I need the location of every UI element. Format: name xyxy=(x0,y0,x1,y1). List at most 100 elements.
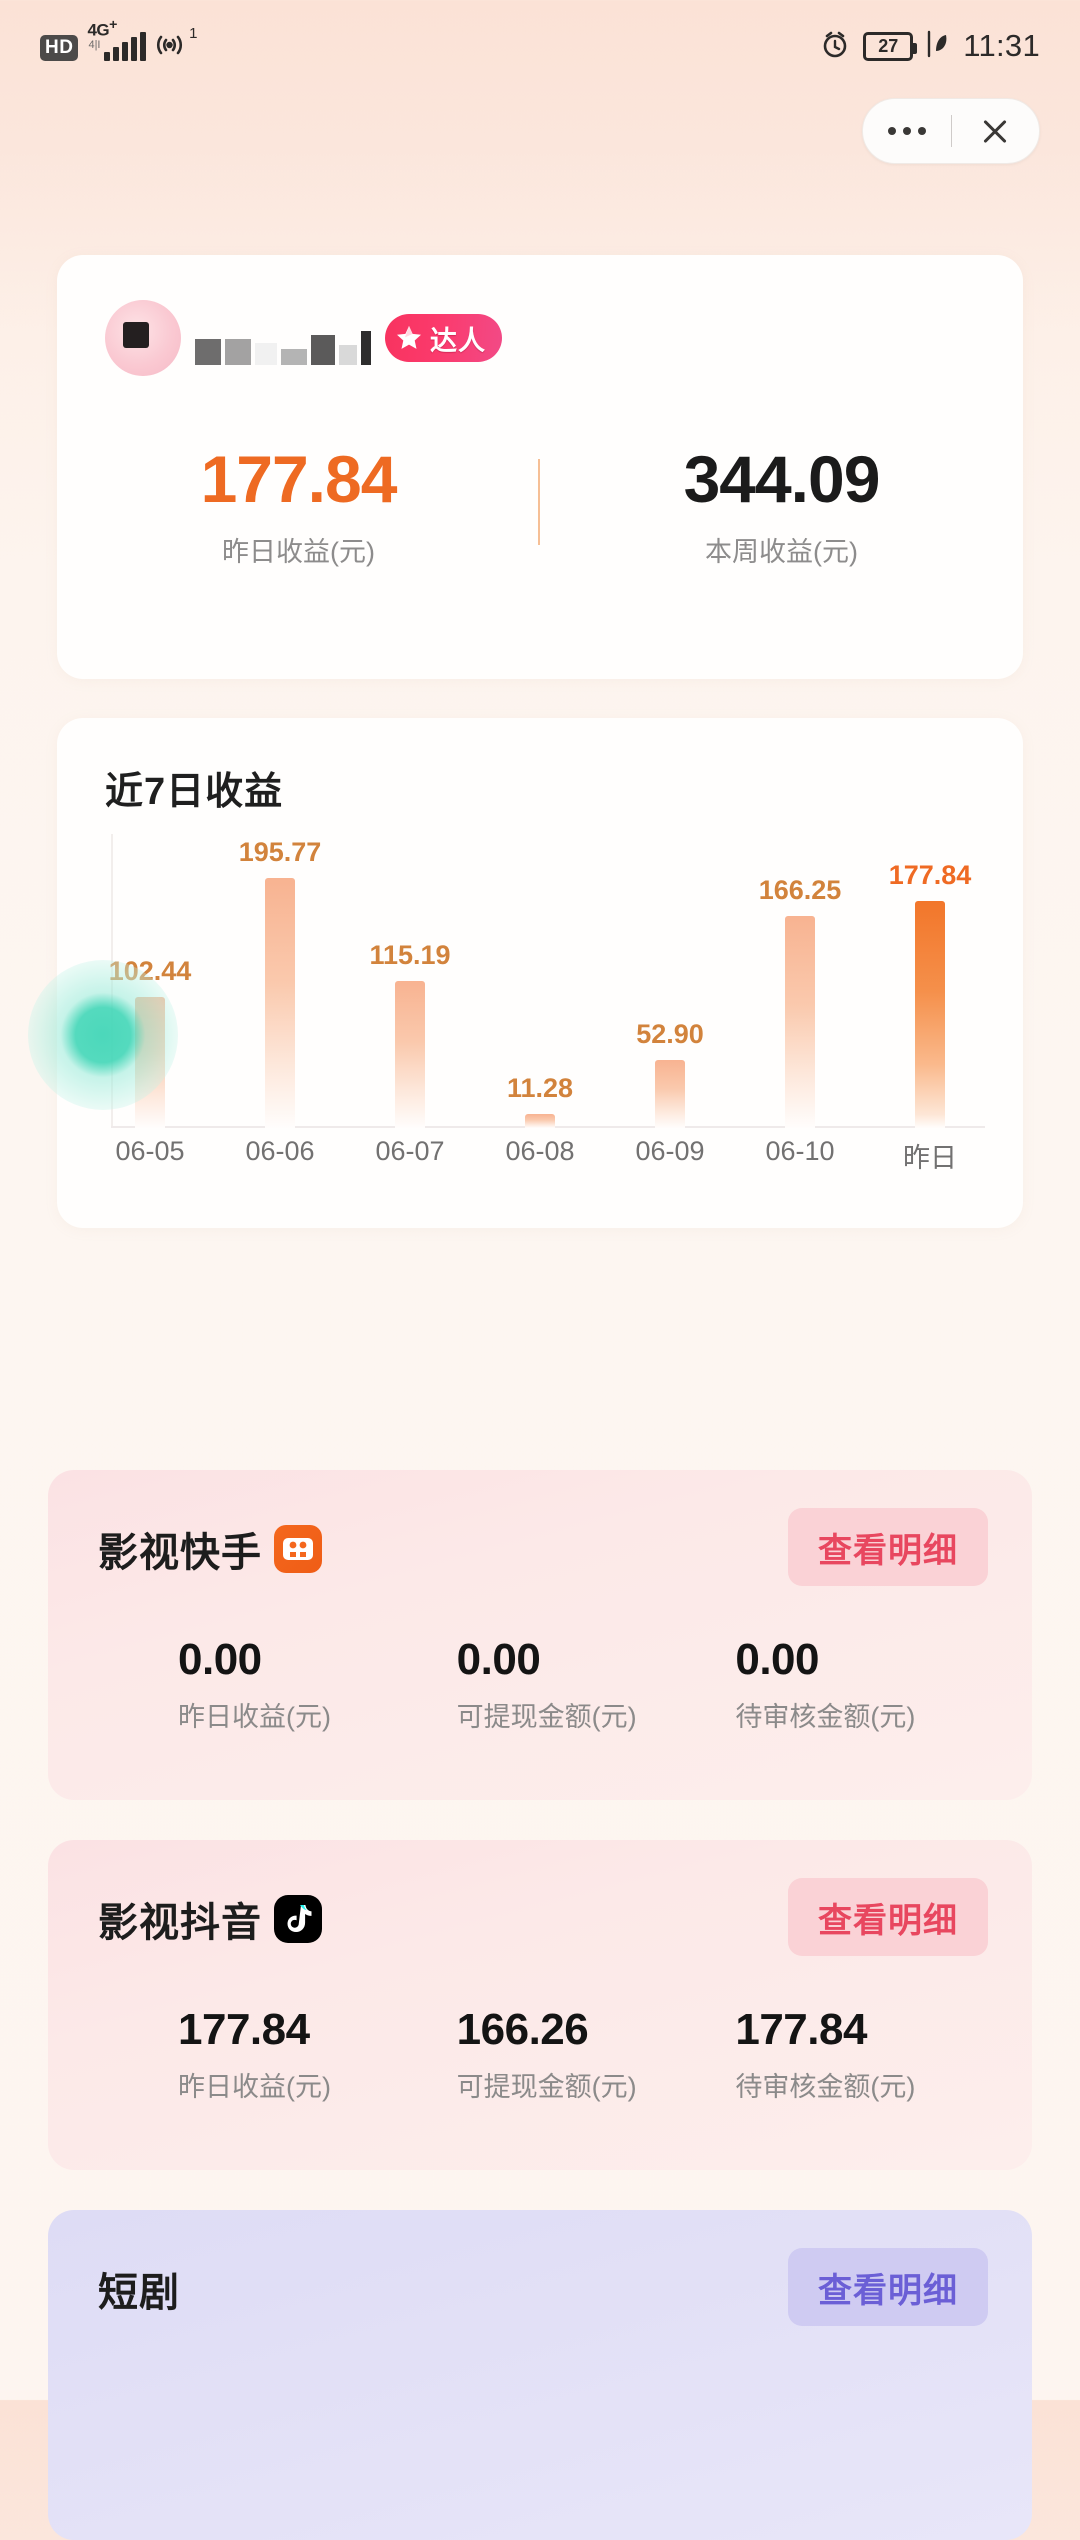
platform-name: 影视快手 xyxy=(98,1531,262,1575)
network-sub-label: 4|I xyxy=(88,39,101,51)
bar-value-label: 166.25 xyxy=(758,875,842,905)
view-detail-button[interactable]: 查看明细 xyxy=(788,2248,988,2326)
miniprogram-capsule xyxy=(862,98,1040,164)
bar-column[interactable]: 195.77 xyxy=(215,837,345,1128)
platform-stat-label: 可提现金额(元) xyxy=(456,1702,637,1732)
platform-header: 短剧 xyxy=(98,2260,180,2318)
platform-stat-label: 待审核金额(元) xyxy=(735,2072,916,2102)
x-axis-label: 06-08 xyxy=(505,1136,575,1166)
platform-stat-value: 0.00 xyxy=(456,1635,541,1684)
close-icon xyxy=(980,116,1010,146)
bar-column[interactable]: 52.90 xyxy=(605,838,735,1128)
capsule-divider xyxy=(950,115,952,147)
bar-value-label: 195.77 xyxy=(238,837,322,867)
x-axis-label: 06-06 xyxy=(245,1136,315,1166)
status-badge: 达人 xyxy=(385,314,502,362)
summary-stat-label: 本周收益(元) xyxy=(705,537,858,568)
x-axis-label: 06-05 xyxy=(115,1136,185,1166)
bar[interactable] xyxy=(655,1060,685,1128)
status-bar: HD 4G+ 4|I 1 27 11:31 xyxy=(0,0,1080,92)
hd-icon: HD xyxy=(40,35,79,61)
x-axis-label: 06-10 xyxy=(765,1136,835,1166)
platform-stat-value: 166.26 xyxy=(456,2005,589,2054)
bar[interactable] xyxy=(525,1114,555,1128)
summary-stat-week: 344.09 本周收益(元) xyxy=(540,442,1023,569)
summary-stat-value: 344.09 xyxy=(683,442,881,516)
summary-stat-yesterday: 177.84 昨日收益(元) xyxy=(57,442,540,569)
chart-title: 近7日收益 xyxy=(105,771,284,813)
platform-card-douyin: 影视抖音 查看明细 177.84 昨日收益(元) 166.26 可提现金额(元)… xyxy=(48,1840,1032,2170)
summary-card: 达人 177.84 昨日收益(元) 344.09 本周收益(元) xyxy=(57,255,1023,679)
bar[interactable] xyxy=(915,901,945,1128)
bar[interactable] xyxy=(395,981,425,1128)
platform-stat-value: 177.84 xyxy=(178,2005,310,2054)
signal-strength-bars xyxy=(87,32,147,61)
view-detail-button[interactable]: 查看明细 xyxy=(788,1878,988,1956)
bar-value-label: 177.84 xyxy=(888,860,972,890)
platform-stat-value: 0.00 xyxy=(735,1635,819,1684)
status-bar-right: 27 11:31 xyxy=(820,28,1040,64)
platform-stat-label: 昨日收益(元) xyxy=(178,2072,331,2102)
hotspot-icon: 1 xyxy=(155,25,197,61)
platform-stat: 0.00 待审核金额(元) xyxy=(713,1635,992,1734)
platform-stat: 166.26 可提现金额(元) xyxy=(435,2005,714,2104)
close-button[interactable] xyxy=(952,99,1040,163)
summary-stat-value: 177.84 xyxy=(200,442,398,516)
battery-icon: 27 xyxy=(863,31,918,61)
platform-name: 影视抖音 xyxy=(98,1901,262,1945)
bar[interactable] xyxy=(785,916,815,1128)
more-options-button[interactable] xyxy=(863,99,951,163)
platform-stat-value: 0.00 xyxy=(178,1635,262,1684)
platform-stat: 177.84 昨日收益(元) xyxy=(88,2005,435,2104)
view-detail-button[interactable]: 查看明细 xyxy=(788,1508,988,1586)
avatar[interactable] xyxy=(105,300,181,376)
bar-column[interactable]: 11.28 xyxy=(475,838,605,1128)
platform-stat: 0.00 可提现金额(元) xyxy=(435,1635,714,1734)
chart-plot-area: 102.44 195.77 115.19 11.28 52.90 166.25 177.84 xyxy=(85,834,995,1128)
leaf-icon xyxy=(926,30,950,63)
network-type-label: 4G+ xyxy=(87,17,117,40)
platform-stat: 177.84 待审核金额(元) xyxy=(713,2005,992,2104)
status-bar-left: HD 4G+ 4|I 1 xyxy=(40,17,197,61)
x-axis-label: 06-09 xyxy=(635,1136,705,1166)
chart-x-tick-labels: 06-05 06-06 06-07 06-08 06-09 06-10 昨日 xyxy=(85,1136,995,1175)
platform-stats: 177.84 昨日收益(元) 166.26 可提现金额(元) 177.84 待审… xyxy=(88,2005,992,2104)
more-icon xyxy=(887,127,926,135)
platform-stat: 0.00 昨日收益(元) xyxy=(88,1635,435,1734)
bar-value-label: 52.90 xyxy=(636,1019,704,1049)
douyin-icon xyxy=(274,1895,322,1943)
status-badge-label: 达人 xyxy=(430,325,486,356)
platform-stat-label: 待审核金额(元) xyxy=(735,1702,916,1732)
kuaishou-icon xyxy=(274,1525,322,1573)
chart-card: 近7日收益 102.44 195.77 115.19 11.28 52.90 166.25… xyxy=(57,718,1023,1228)
bar[interactable] xyxy=(135,997,165,1128)
platform-name: 短剧 xyxy=(98,2271,180,2315)
bar-value-label: 102.44 xyxy=(108,956,192,986)
star-icon xyxy=(395,324,423,352)
hotspot-count: 1 xyxy=(189,25,198,42)
platform-card-duanju: 短剧 查看明细 xyxy=(48,2210,1032,2540)
alarm-clock-icon xyxy=(820,29,850,64)
bar-column[interactable]: 177.84 xyxy=(865,838,995,1128)
bar[interactable] xyxy=(265,878,295,1128)
platform-header: 影视抖音 xyxy=(98,1890,322,1948)
bar-column[interactable]: 166.25 xyxy=(735,838,865,1128)
summary-stat-label: 昨日收益(元) xyxy=(222,537,375,568)
bar-column[interactable]: 115.19 xyxy=(345,838,475,1128)
platform-stat-label: 可提现金额(元) xyxy=(456,2072,637,2102)
bar-value-label: 115.19 xyxy=(369,940,451,970)
bar-value-label: 11.28 xyxy=(506,1073,574,1103)
platform-stat-label: 昨日收益(元) xyxy=(178,1702,331,1732)
x-axis-label: 昨日 xyxy=(903,1143,957,1173)
clock-time: 11:31 xyxy=(963,28,1040,63)
platform-stat-value: 177.84 xyxy=(735,2005,867,2054)
bar-chart[interactable]: 102.44 195.77 115.19 11.28 52.90 166.25 177.84 xyxy=(85,834,995,1128)
platform-stats: 0.00 昨日收益(元) 0.00 可提现金额(元) 0.00 待审核金额(元) xyxy=(88,1635,992,1734)
summary-stats: 177.84 昨日收益(元) 344.09 本周收益(元) xyxy=(57,442,1023,569)
bar-column[interactable]: 102.44 xyxy=(85,838,215,1128)
x-axis-label: 06-07 xyxy=(375,1136,445,1166)
username-masked xyxy=(195,311,371,365)
platform-header: 影视快手 xyxy=(98,1520,322,1578)
profile-row[interactable]: 达人 xyxy=(105,300,502,376)
platform-card-kuaishou: 影视快手 查看明细 0.00 昨日收益(元) 0.00 可提现金额(元) 0.0… xyxy=(48,1470,1032,1800)
